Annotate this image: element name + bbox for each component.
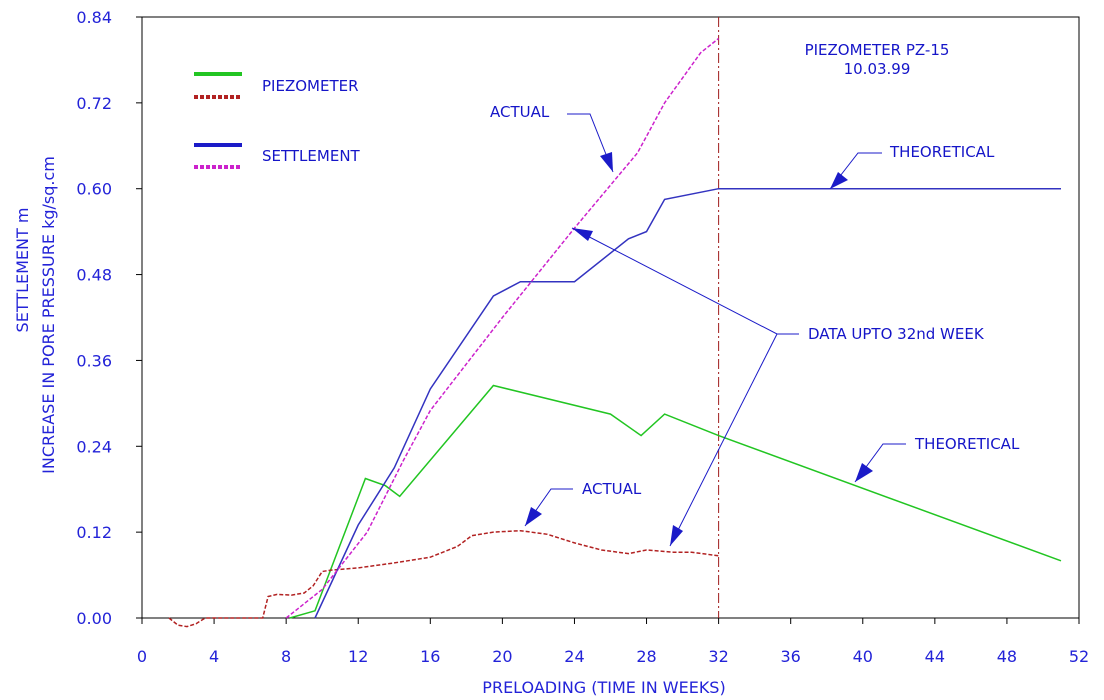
y-tick-label: 0.00 bbox=[76, 609, 112, 628]
y-axis-ticks: 0.00 0.12 0.24 0.36 0.48 0.60 0.72 0.84 bbox=[76, 8, 142, 628]
x-tick-label: 0 bbox=[137, 647, 147, 666]
series-piezometer-theoretical bbox=[289, 384, 1062, 619]
x-tick-label: 28 bbox=[636, 647, 656, 666]
x-tick-label: 20 bbox=[492, 647, 512, 666]
x-tick-label: 12 bbox=[348, 647, 368, 666]
y-axis-title-line2: INCREASE IN PORE PRESSURE kg/sq.cm bbox=[39, 156, 58, 474]
y-tick-label: 0.12 bbox=[76, 523, 112, 542]
leader-actual-settlement bbox=[567, 113, 614, 173]
annotation-data-upto: DATA UPTO 32nd WEEK bbox=[808, 325, 985, 343]
legend: PIEZOMETER SETTLEMENT bbox=[194, 72, 361, 169]
chart-subtitle: 10.03.99 bbox=[844, 60, 911, 78]
legend-piezometer-label: PIEZOMETER bbox=[262, 77, 359, 95]
annotations: ACTUAL THEORETICAL DATA UPTO 32nd WEEK T… bbox=[490, 103, 1020, 547]
leader-data-upto-upper bbox=[571, 227, 799, 335]
arrowhead-data-upto-lower bbox=[670, 525, 683, 546]
x-tick-label: 32 bbox=[708, 647, 728, 666]
y-tick-label: 0.36 bbox=[76, 351, 112, 370]
y-tick-label: 0.60 bbox=[76, 180, 112, 199]
x-tick-label: 16 bbox=[420, 647, 440, 666]
x-tick-label: 8 bbox=[281, 647, 291, 666]
arrowhead-theoretical-piezometer bbox=[855, 463, 873, 482]
x-tick-label: 40 bbox=[853, 647, 873, 666]
x-tick-label: 36 bbox=[781, 647, 801, 666]
x-tick-label: 52 bbox=[1069, 647, 1089, 666]
annotation-theoretical-piezometer: THEORETICAL bbox=[914, 435, 1020, 453]
arrowhead-data-upto-upper bbox=[572, 228, 593, 241]
x-axis-ticks: 0 4 8 12 16 20 24 28 32 36 40 44 48 52 bbox=[137, 618, 1089, 666]
y-axis-title-line1: SETTLEMENT m bbox=[13, 208, 32, 333]
y-tick-label: 0.72 bbox=[76, 94, 112, 113]
series-settlement-theoretical bbox=[314, 187, 1061, 619]
plot-frame bbox=[141, 16, 1080, 619]
y-tick-label: 0.24 bbox=[76, 437, 112, 456]
annotation-actual-settlement: ACTUAL bbox=[490, 103, 550, 121]
annotation-actual-piezometer: ACTUAL bbox=[582, 480, 642, 498]
arrowhead-theoretical-settlement bbox=[830, 172, 848, 189]
x-tick-label: 4 bbox=[209, 647, 219, 666]
annotation-theoretical-settlement: THEORETICAL bbox=[889, 143, 995, 161]
arrowhead-actual-piezometer bbox=[525, 507, 542, 526]
x-axis-title: PRELOADING (TIME IN WEEKS) bbox=[482, 678, 725, 697]
y-tick-label: 0.84 bbox=[76, 8, 112, 27]
series-settlement-actual bbox=[285, 37, 720, 619]
series-piezometer-actual bbox=[168, 529, 719, 628]
x-tick-label: 48 bbox=[997, 647, 1017, 666]
y-tick-label: 0.48 bbox=[76, 266, 112, 285]
x-tick-label: 24 bbox=[564, 647, 584, 666]
legend-settlement-label: SETTLEMENT bbox=[262, 147, 361, 165]
arrowhead-actual-settlement bbox=[600, 152, 613, 172]
chart-title: PIEZOMETER PZ-15 bbox=[805, 41, 950, 59]
series-layer bbox=[168, 37, 1062, 628]
leader-data-upto-lower bbox=[669, 333, 778, 547]
x-tick-label: 44 bbox=[925, 647, 945, 666]
